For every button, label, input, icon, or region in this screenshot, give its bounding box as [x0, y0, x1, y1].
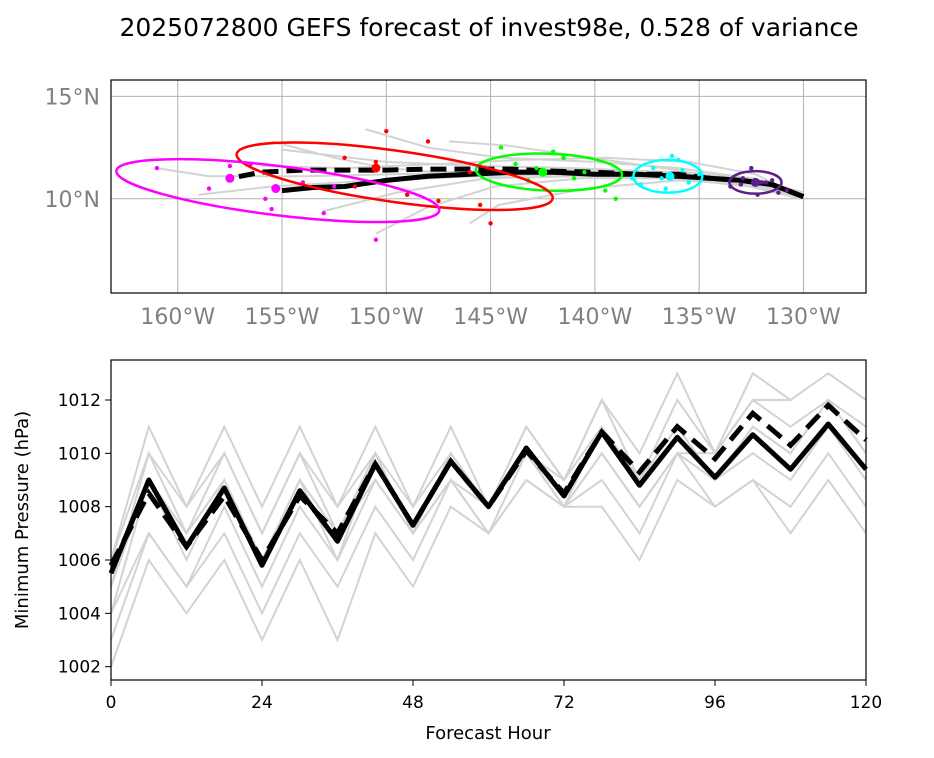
member-position-dot — [534, 165, 539, 171]
uncertainty-ellipse — [632, 158, 704, 194]
member-position-dot — [738, 182, 744, 187]
x-tick-label: 48 — [402, 693, 424, 713]
member-position-dot — [696, 172, 702, 177]
member-position-dot — [373, 159, 379, 165]
track-tick-labels: 160°W 155°W 150°W 145°W 140°W 135°W 130°W 10°N 1… — [45, 85, 842, 330]
member-pressure-line — [110, 478, 867, 668]
x-tick-label: 0 — [106, 693, 117, 713]
lon-tick-label: 130°W — [766, 305, 841, 330]
member-position-dot — [477, 202, 483, 208]
uncertainty-ellipse — [728, 169, 783, 195]
lon-tick-label: 135°W — [662, 305, 737, 330]
ensemble-mean-dot — [538, 167, 548, 177]
ensemble-mean-dot — [750, 177, 760, 187]
member-position-dot — [227, 163, 233, 169]
member-position-dot — [513, 161, 518, 167]
pressure-ticks: 0 24 48 72 96 120 1002 1004 1006 1008 1010 1012 — [58, 391, 882, 713]
lon-tick-label: 145°W — [453, 305, 528, 330]
y-tick-label: 1004 — [58, 604, 101, 624]
member-position-dot — [680, 167, 685, 173]
pressure-panel: 0 24 48 72 96 120 1002 1004 1006 1008 1010 1012 For… — [12, 359, 882, 744]
member-position-dot — [613, 196, 618, 201]
pressure-plot-frame — [110, 359, 867, 681]
track-gridlines — [111, 80, 866, 293]
y-tick-label: 1002 — [58, 658, 101, 678]
mean-pressure-lines — [108, 401, 868, 575]
member-position-dot — [669, 153, 675, 158]
ensemble-mean-dot — [371, 163, 381, 173]
track-panel: 160°W 155°W 150°W 145°W 140°W 135°W 130°W 10°N 1… — [45, 79, 867, 330]
ensemble-mean-dot — [225, 173, 235, 183]
x-axis-label: Forecast Hour — [425, 723, 551, 744]
figure-title: 2025072800 GEFS forecast of invest98e, 0… — [119, 13, 858, 42]
member-position-dot — [206, 186, 212, 191]
member-position-dot — [467, 169, 472, 175]
member-position-dot — [740, 176, 746, 181]
member-position-dot — [342, 155, 347, 161]
member-position-dot — [384, 129, 389, 134]
member-position-dot — [659, 176, 664, 181]
x-tick-label: 120 — [850, 693, 882, 713]
lat-tick-label: 15°N — [45, 85, 100, 110]
member-position-dot — [561, 155, 566, 161]
uncertainty-ellipses — [115, 141, 783, 224]
member-position-dot — [663, 186, 668, 191]
ensemble-mean-dot — [271, 184, 281, 194]
lon-tick-label: 155°W — [245, 305, 320, 330]
track-plot-frame — [110, 79, 867, 294]
y-tick-label: 1012 — [58, 391, 101, 411]
member-position-dot — [269, 206, 274, 212]
ensemble-mean-positions — [225, 163, 760, 194]
member-pressure-lines — [110, 370, 867, 668]
mean-pressure-solid — [108, 421, 868, 575]
member-position-dot — [776, 190, 781, 195]
member-position-dot — [582, 169, 587, 175]
member-position-dot — [331, 184, 337, 189]
member-position-dot — [763, 180, 769, 185]
member-position-dot — [686, 180, 691, 185]
member-position-dot — [498, 145, 504, 150]
member-position-dot — [759, 180, 764, 185]
y-axis-label: Minimum Pressure (hPa) — [12, 411, 33, 629]
member-position-dot — [404, 192, 410, 197]
x-tick-label: 72 — [553, 693, 575, 713]
member-position-dot — [373, 237, 379, 242]
member-position-dot — [321, 210, 326, 216]
x-tick-label: 96 — [704, 693, 726, 713]
member-position-dot — [154, 165, 160, 171]
member-position-dot — [488, 221, 493, 226]
y-tick-label: 1006 — [58, 551, 101, 571]
member-position-dot — [769, 178, 775, 183]
member-position-dot — [784, 188, 789, 193]
uncertainty-ellipse — [235, 141, 554, 212]
member-position-dot — [749, 165, 754, 171]
y-tick-label: 1010 — [58, 444, 101, 464]
ensemble-track-line — [469, 179, 802, 225]
x-tick-label: 24 — [251, 693, 273, 713]
lon-tick-label: 160°W — [140, 305, 215, 330]
lat-tick-label: 10°N — [45, 188, 100, 213]
y-tick-label: 1008 — [58, 498, 101, 518]
member-position-dot — [436, 198, 441, 204]
mean-pressure-dashed — [108, 401, 868, 567]
member-position-dot — [603, 188, 608, 193]
member-position-dot — [263, 196, 268, 201]
lon-tick-label: 140°W — [557, 305, 632, 330]
lon-tick-label: 150°W — [349, 305, 424, 330]
member-position-dot — [425, 139, 431, 144]
member-position-dot — [651, 165, 656, 171]
uncertainty-ellipse — [115, 157, 441, 224]
member-position-dot — [571, 176, 577, 181]
mean-track-dashed — [229, 166, 805, 200]
ensemble-mean-dot — [665, 171, 675, 181]
member-position-dot — [352, 184, 358, 189]
